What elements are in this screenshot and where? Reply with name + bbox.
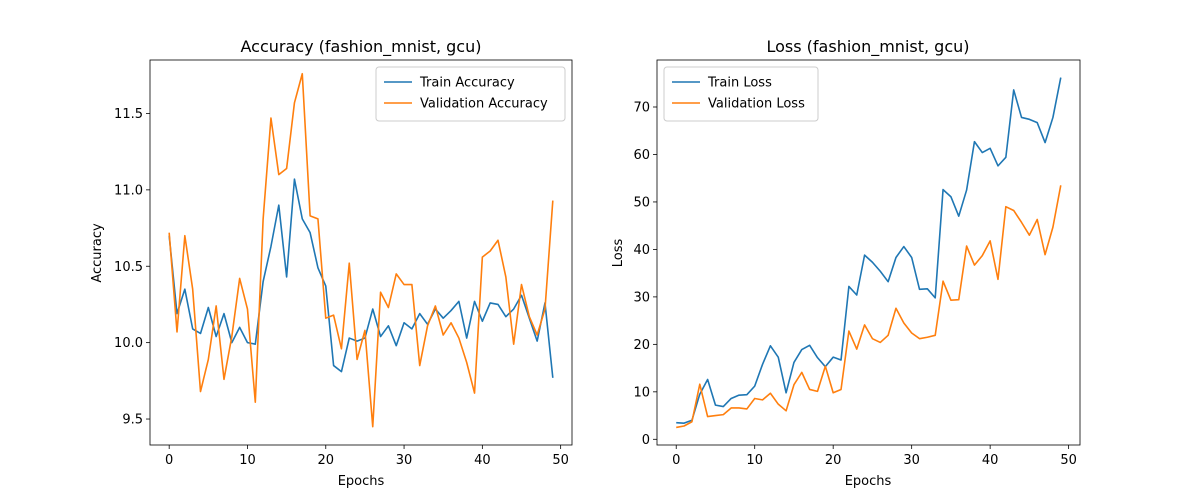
x-tick-label: 40 — [982, 453, 999, 468]
x-tick-label: 20 — [825, 453, 842, 468]
chart-title: Loss (fashion_mnist, gcu) — [767, 37, 970, 57]
y-axis-label: Loss — [611, 239, 626, 268]
y-tick-label: 9.5 — [122, 413, 143, 428]
plot-area: 0 10 20 30 40 50 9.5 10.0 10.5 11.0 11.5 Train Accu… — [114, 59, 573, 468]
axes-frame — [149, 59, 573, 446]
axes-frame — [656, 59, 1081, 446]
series-line — [676, 185, 1062, 429]
y-tick-label: 11.0 — [114, 183, 143, 198]
x-tick-label: 20 — [317, 453, 334, 468]
y-tick-label: 50 — [633, 195, 650, 210]
legend-label: Validation Loss — [708, 97, 805, 112]
x-axis-label: Epochs — [845, 474, 892, 489]
y-tick-label: 70 — [633, 100, 650, 115]
x-tick-label: 10 — [239, 453, 256, 468]
y-tick-label: 40 — [633, 243, 650, 258]
y-tick-label: 0 — [642, 433, 650, 448]
legend: Train Accuracy Validation Accuracy — [375, 66, 566, 122]
y-tick-label: 10.0 — [114, 336, 143, 351]
loss-chart: Loss (fashion_mnist, gcu) 0 10 20 30 40 50 0 10… — [611, 37, 1081, 489]
x-tick-label: 30 — [903, 453, 920, 468]
legend-box — [375, 66, 566, 122]
legend-box — [663, 66, 819, 122]
plot-area: 0 10 20 30 40 50 0 10 20 30 40 50 60 70 Train Loss Vali… — [633, 59, 1081, 468]
accuracy-chart: Accuracy (fashion_mnist, gcu) 0 10 20 30 40 5… — [90, 37, 573, 489]
x-tick-label: 40 — [474, 453, 491, 468]
x-tick-label: 0 — [672, 453, 680, 468]
x-tick-label: 50 — [1060, 453, 1077, 468]
y-tick-label: 10 — [633, 385, 650, 400]
legend-label: Validation Accuracy — [420, 97, 548, 112]
x-axis-label: Epochs — [338, 474, 385, 489]
legend: Train Loss Validation Loss — [663, 66, 819, 122]
y-tick-label: 30 — [633, 290, 650, 305]
series-line — [168, 72, 554, 428]
legend-label: Train Accuracy — [419, 76, 515, 91]
y-tick-label: 11.5 — [114, 107, 143, 122]
series-line — [168, 178, 554, 378]
x-tick-label: 0 — [165, 453, 173, 468]
legend-label: Train Loss — [707, 76, 772, 91]
chart-title: Accuracy (fashion_mnist, gcu) — [241, 37, 482, 57]
series-line — [676, 77, 1062, 424]
y-tick-label: 60 — [633, 148, 650, 163]
x-tick-label: 50 — [552, 453, 569, 468]
x-tick-label: 30 — [396, 453, 413, 468]
y-axis-label: Accuracy — [90, 223, 105, 283]
x-tick-label: 10 — [746, 453, 763, 468]
y-tick-label: 20 — [633, 338, 650, 353]
y-tick-label: 10.5 — [114, 260, 143, 275]
